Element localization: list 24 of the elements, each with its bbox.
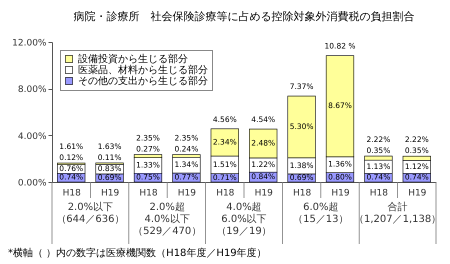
text: 2.0%超4.0%以下（529／470） (133, 201, 202, 237)
text: 4.0%超6.0%以下（19／19） (216, 201, 272, 237)
x-tick-label: H18 (370, 188, 388, 198)
y-tick-label: 4.00% (18, 132, 47, 142)
legend-label: 設備投資から生じる部分 (78, 53, 188, 65)
x-tick-label: H18 (139, 188, 158, 198)
x-tick-label: H19 (408, 188, 427, 198)
y-tick-label: 8.00% (18, 85, 47, 96)
y-tick-label: 0.00% (18, 178, 47, 188)
x-tick-label: H18 (216, 188, 235, 198)
x-tick-label: H19 (254, 188, 274, 198)
x-tick-label: H19 (100, 188, 120, 198)
x-tick-label: H19 (178, 188, 196, 198)
x-tick-label: H18 (62, 188, 82, 198)
text: 合計（1,207／1,138） (354, 201, 442, 225)
legend-label: 医薬品、材料から生じる部分 (78, 64, 208, 76)
text: 2.0%以下（644／636） (56, 201, 124, 225)
x-tick-label: H19 (331, 188, 350, 198)
chart-title: 病院・診療所 社会保険診療等に占める控除対象外消費税の負担割合 (74, 10, 414, 23)
legend-label: その他の支出から生じる部分 (78, 75, 208, 87)
y-tick-label: 12.00% (12, 38, 47, 48)
text: *横軸（ ）内の数字は医療機関数（H18年度／H19年度） (8, 247, 267, 259)
text: 6.0%超（15／13） (293, 201, 349, 225)
x-tick-label: H18 (292, 188, 312, 198)
